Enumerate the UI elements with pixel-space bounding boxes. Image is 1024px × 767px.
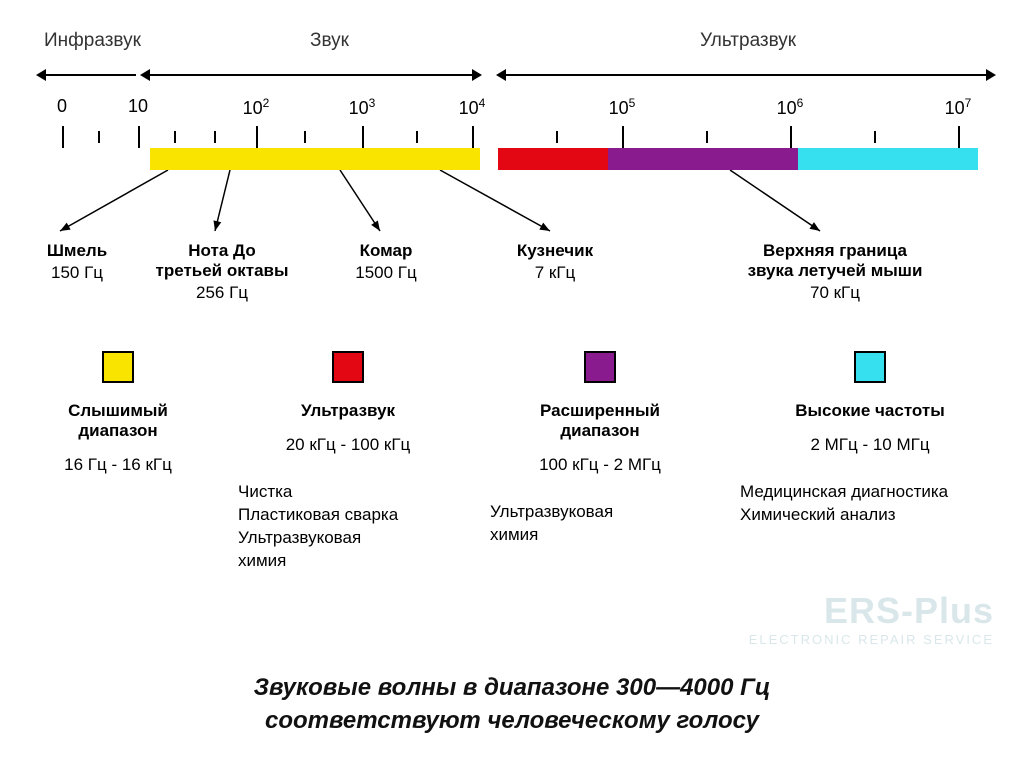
legend-range: 20 кГц - 100 кГц [238,435,458,455]
legend-swatch [584,351,616,383]
leader-line [215,170,230,231]
major-tick [958,126,960,148]
minor-tick [174,131,176,143]
leader-line [340,170,380,231]
leader-line [730,170,820,231]
scale-label-2: 102 [243,96,270,119]
caption: Звуковые волны в диапазоне 300—4000 Гц с… [0,672,1024,737]
example-title: Верхняя границазвука летучей мыши [720,241,950,281]
example-item: Шмель150 Гц [22,241,132,283]
scale-label-7: 107 [945,96,972,119]
example-item: Кузнечик7 кГц [490,241,620,283]
major-tick [362,126,364,148]
arrow-left-head-icon [496,69,506,81]
legend-apps: Ультразвуковаяхимия [490,501,710,547]
legend-name: Расширенныйдиапазон [490,401,710,441]
legend-apps: ЧисткаПластиковая сваркаУльтразвуковаяхи… [238,481,458,573]
example-freq: 256 Гц [142,283,302,303]
minor-tick [98,131,100,143]
legend-swatch [854,351,886,383]
example-title: Шмель [22,241,132,261]
legend-range: 2 МГц - 10 МГц [740,435,1000,455]
legend-item: Высокие частоты 2 МГц - 10 МГц Медицинская… [740,351,1000,527]
minor-tick [706,131,708,143]
major-tick [138,126,140,148]
minor-tick [214,131,216,143]
scale-label-1: 10 [128,96,148,117]
arrow-right-head-icon [986,69,996,81]
example-freq: 150 Гц [22,263,132,283]
leader-line [60,170,168,231]
scale-label-6: 106 [777,96,804,119]
band-ultra_high [798,148,978,170]
scale-label-4: 104 [459,96,486,119]
scale-label-5: 105 [609,96,636,119]
band-audible [150,148,480,170]
arrow-1 [142,74,480,76]
legend-name: Высокие частоты [740,401,1000,421]
arrow-left-head-icon [36,69,46,81]
minor-tick [556,131,558,143]
category-arrows [20,64,1004,88]
example-title: Кузнечик [490,241,620,261]
minor-tick [304,131,306,143]
watermark: ERS-Plus ELECTRONIC REPAIR SERVICE [749,590,994,647]
band-ultra_mid [608,148,798,170]
example-item: Комар1500 Гц [326,241,446,283]
example-title: Комар [326,241,446,261]
example-item: Нота Дотретьей октавы256 Гц [142,241,302,303]
legend-item: Расширенныйдиапазон 100 кГц - 2 МГц Ультра… [490,351,710,547]
scale-labels: 0 10 102 103 104 105 106 107 [20,96,1004,126]
category-labels: Инфразвук Звук Ультразвук [20,30,1004,60]
legend-name: Слышимыйдиапазон [28,401,208,441]
major-tick [790,126,792,148]
example-title: Нота Дотретьей октавы [142,241,302,281]
example-freq: 7 кГц [490,263,620,283]
legend-item: Ультразвук 20 кГц - 100 кГц ЧисткаПластико… [238,351,458,573]
legend-swatch [102,351,134,383]
legend-range: 100 кГц - 2 МГц [490,455,710,475]
legend-apps: Медицинская диагностикаХимический анализ [740,481,1000,527]
example-item: Верхняя границазвука летучей мыши70 кГц [720,241,950,303]
major-tick [622,126,624,148]
arrow-2 [498,74,994,76]
arrow-right-head-icon [472,69,482,81]
major-tick [256,126,258,148]
major-tick [472,126,474,148]
leader-line [440,170,550,231]
label-infrasound: Инфразвук [44,30,141,52]
caption-line1: Звуковые волны в диапазоне 300—4000 Гц [0,672,1024,704]
major-tick [62,126,64,148]
example-freq: 1500 Гц [326,263,446,283]
leader-arrowhead-icon [60,223,71,231]
watermark-line1: ERS-Plus [749,590,994,632]
scale-label-0: 0 [57,96,67,117]
arrow-left-head-icon [140,69,150,81]
leader-arrowhead-icon [809,222,820,231]
example-freq: 70 кГц [720,283,950,303]
label-ultrasound: Ультразвук [700,30,796,52]
minor-tick [874,131,876,143]
watermark-line2: ELECTRONIC REPAIR SERVICE [749,632,994,647]
band-ultra_low [498,148,608,170]
legend-range: 16 Гц - 16 кГц [28,455,208,475]
scale-ticks [20,126,1004,166]
leader-arrowhead-icon [214,220,222,231]
arrow-0 [38,74,136,76]
leader-arrowhead-icon [539,223,550,231]
minor-tick [416,131,418,143]
legend-row: Слышимыйдиапазон 16 Гц - 16 кГц Ультразвук… [20,351,1004,551]
caption-line2: соответствуют человеческому голосу [0,705,1024,737]
legend-item: Слышимыйдиапазон 16 Гц - 16 кГц [28,351,208,475]
leader-arrowhead-icon [371,220,380,231]
legend-name: Ультразвук [238,401,458,421]
scale-label-3: 103 [349,96,376,119]
examples-row: Шмель150 ГцНота Дотретьей октавы256 ГцКо… [20,241,1004,331]
legend-swatch [332,351,364,383]
label-sound: Звук [310,30,349,52]
